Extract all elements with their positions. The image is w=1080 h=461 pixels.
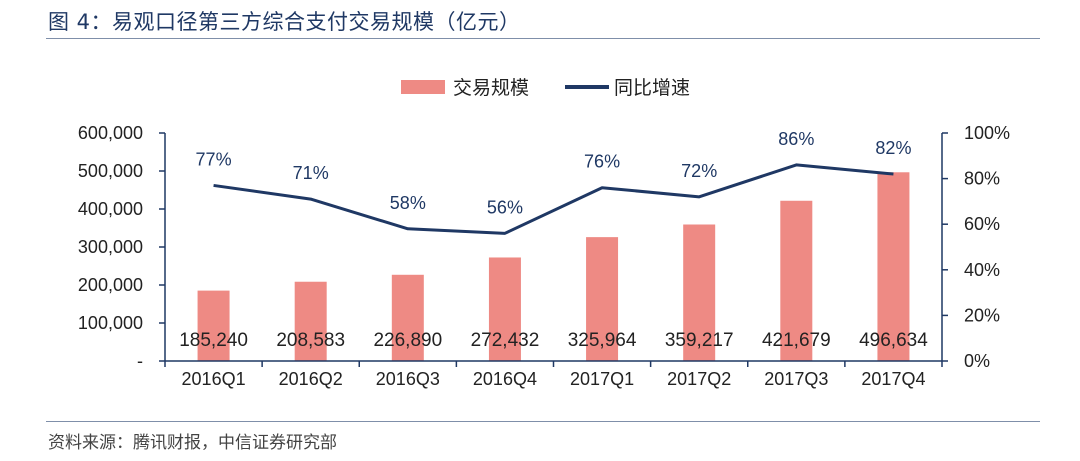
x-tick-label-2017Q2: 2017Q2 bbox=[667, 369, 731, 389]
line-series bbox=[213, 163, 894, 235]
bar-2016Q3 bbox=[391, 274, 424, 361]
x-tick-label-2016Q4: 2016Q4 bbox=[473, 369, 537, 389]
x-tick-label-2017Q3: 2017Q3 bbox=[764, 369, 828, 389]
growth-value-label: 76% bbox=[584, 152, 620, 172]
legend-label-line: 同比增速 bbox=[614, 77, 690, 99]
header-divider bbox=[46, 38, 1040, 39]
y-left-tick-label: - bbox=[137, 351, 143, 371]
growth-value-label: 82% bbox=[875, 138, 911, 158]
source-note: 资料来源：腾讯财报，中信证券研究部 bbox=[48, 433, 337, 453]
bar-value-label: 208,583 bbox=[276, 330, 345, 351]
growth-value-label: 86% bbox=[778, 129, 814, 149]
legend: 交易规模 同比增速 bbox=[401, 77, 690, 99]
y-right-tick-label: 0% bbox=[964, 351, 990, 371]
legend-swatch-bar bbox=[401, 80, 445, 94]
growth-value-label: 77% bbox=[196, 149, 232, 169]
y-left-tick-label: 300,000 bbox=[78, 237, 143, 257]
x-tick-label-2016Q2: 2016Q2 bbox=[279, 369, 343, 389]
growth-line bbox=[213, 163, 894, 235]
bar-series bbox=[197, 172, 910, 361]
growth-value-label: 71% bbox=[293, 163, 329, 183]
growth-value-label: 58% bbox=[390, 193, 426, 213]
bar-2017Q4 bbox=[877, 172, 910, 361]
bar-value-label: 185,240 bbox=[179, 330, 248, 351]
y-left-tick-label: 500,000 bbox=[78, 161, 143, 181]
bar-2016Q2 bbox=[294, 281, 327, 361]
y-right-tick-label: 20% bbox=[964, 305, 1000, 325]
y-left-tick-label: 400,000 bbox=[78, 199, 143, 219]
bar-value-label: 496,634 bbox=[859, 330, 928, 351]
legend-label-bar: 交易规模 bbox=[453, 77, 529, 99]
bar-value-label: 359,217 bbox=[665, 330, 734, 351]
y-right-tick-label: 40% bbox=[964, 260, 1000, 280]
axes: - 100,000 200,000 300,000 400,000 500,000 600,… bbox=[78, 123, 1010, 389]
y-left-tick-label: 600,000 bbox=[78, 123, 143, 143]
y-right-tick-label: 100% bbox=[964, 123, 1010, 143]
x-tick-label-2017Q1: 2017Q1 bbox=[570, 369, 634, 389]
growth-value-label: 72% bbox=[681, 161, 717, 181]
bar-value-label: 226,890 bbox=[373, 330, 442, 351]
bar-2016Q1 bbox=[197, 290, 230, 361]
y-right-tick-label: 80% bbox=[964, 169, 1000, 189]
y-right-tick-label: 60% bbox=[964, 214, 1000, 234]
bar-value-label: 272,432 bbox=[471, 330, 540, 351]
y-left-tick-label: 200,000 bbox=[78, 275, 143, 295]
footer-divider bbox=[46, 421, 1040, 422]
x-tick-label-2016Q3: 2016Q3 bbox=[376, 369, 440, 389]
y-left-tick-label: 100,000 bbox=[78, 313, 143, 333]
chart-title: 图 4：易观口径第三方综合支付交易规模（亿元） bbox=[48, 10, 521, 34]
growth-value-label: 56% bbox=[487, 197, 523, 217]
bar-value-label: 421,679 bbox=[762, 330, 831, 351]
x-tick-label-2017Q4: 2017Q4 bbox=[861, 369, 925, 389]
data-labels: 185,240 208,583 226,890 272,432 325,964 359,2… bbox=[179, 129, 928, 351]
bar-value-label: 325,964 bbox=[568, 330, 637, 351]
x-tick-label-2016Q1: 2016Q1 bbox=[182, 369, 246, 389]
bar-2017Q1 bbox=[586, 237, 619, 361]
bar-2017Q3 bbox=[780, 200, 813, 361]
bar-2016Q4 bbox=[488, 257, 521, 361]
bar-2017Q2 bbox=[683, 224, 716, 361]
